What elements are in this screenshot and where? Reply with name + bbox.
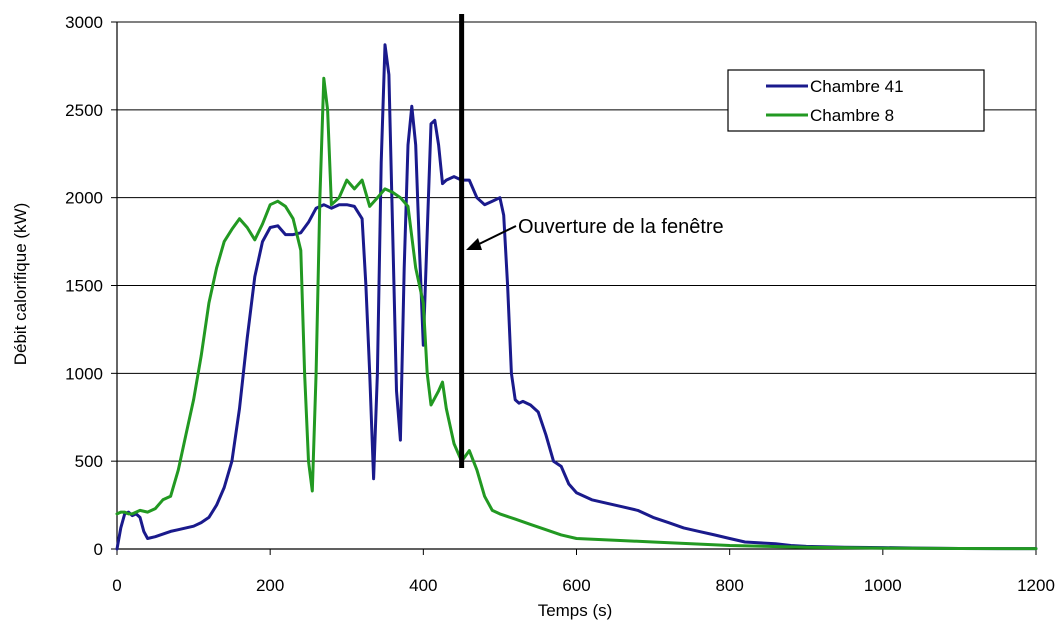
legend: Chambre 41 Chambre 8 <box>727 69 985 132</box>
y-tick-label-0: 0 <box>94 540 103 559</box>
x-tick-label-1000: 1000 <box>864 576 902 595</box>
x-axis-ticks: 0 200 400 600 800 1000 1200 <box>112 549 1055 595</box>
y-tick-label-1500: 1500 <box>65 277 103 296</box>
y-tick-label-3000: 3000 <box>65 13 103 32</box>
x-tick-label-800: 800 <box>715 576 743 595</box>
x-axis-title: Temps (s) <box>538 601 613 620</box>
series-line-chambre-8 <box>115 76 1038 551</box>
y-tick-label-2000: 2000 <box>65 189 103 208</box>
annotation-text: Ouverture de la fenêtre <box>518 216 724 238</box>
annotation-arrow-line <box>474 225 517 247</box>
y-axis-ticks: 0 500 1000 1500 2000 2500 3000 <box>65 13 117 559</box>
annotation-arrow-head <box>466 238 482 250</box>
y-axis-title: Débit calorifique (kW) <box>11 203 30 366</box>
series-lines <box>115 43 1038 551</box>
x-tick-label-400: 400 <box>409 576 437 595</box>
x-tick-label-1200: 1200 <box>1017 576 1055 595</box>
annotation: Ouverture de la fenêtre <box>459 14 724 468</box>
y-tick-label-500: 500 <box>75 452 103 471</box>
y-tick-label-2500: 2500 <box>65 101 103 120</box>
legend-label-chambre-41: Chambre 41 <box>810 77 904 96</box>
x-tick-label-600: 600 <box>562 576 590 595</box>
legend-label-chambre-8: Chambre 8 <box>810 106 894 125</box>
legend-box <box>727 69 985 132</box>
y-tick-label-1000: 1000 <box>65 364 103 383</box>
x-tick-label-0: 0 <box>112 576 121 595</box>
x-tick-label-200: 200 <box>256 576 284 595</box>
series-line-chambre-41 <box>115 43 1038 551</box>
